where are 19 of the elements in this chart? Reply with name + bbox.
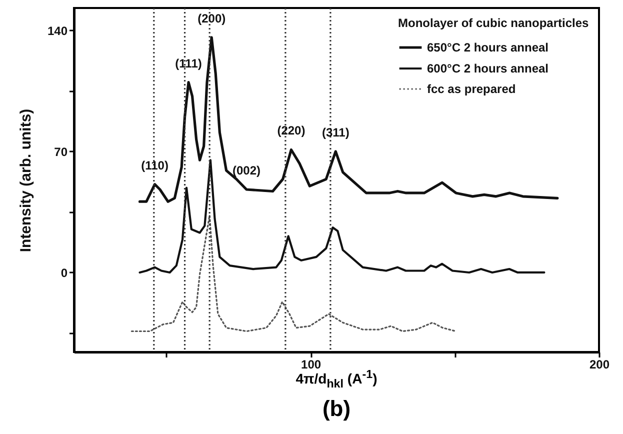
line-series (138, 36, 559, 203)
legend-title: Monolayer of cubic nanoparticles (398, 16, 590, 30)
annotation: (110) (141, 158, 168, 172)
annotation: (220) (277, 124, 306, 138)
annotation: (311) (322, 125, 350, 140)
y-tick-label: 70 (54, 144, 68, 159)
y-tick-label: 140 (47, 24, 68, 38)
text: (b) (321, 396, 352, 422)
annotation: (002) (232, 164, 261, 178)
legend-label: 650°C 2 hours anneal (427, 40, 549, 54)
line-series (138, 159, 546, 274)
legend-label: 600°C 2 hours anneal (427, 62, 549, 76)
annotation: (111) (175, 56, 202, 70)
annotation: (200) (198, 11, 226, 26)
y-tick-label: 0 (60, 266, 68, 280)
y-axis-title: Intensity (arb. units) (17, 108, 34, 252)
legend-label: fcc as prepared (427, 82, 516, 96)
line-series (130, 214, 457, 332)
x-tick-label: 200 (589, 358, 610, 372)
